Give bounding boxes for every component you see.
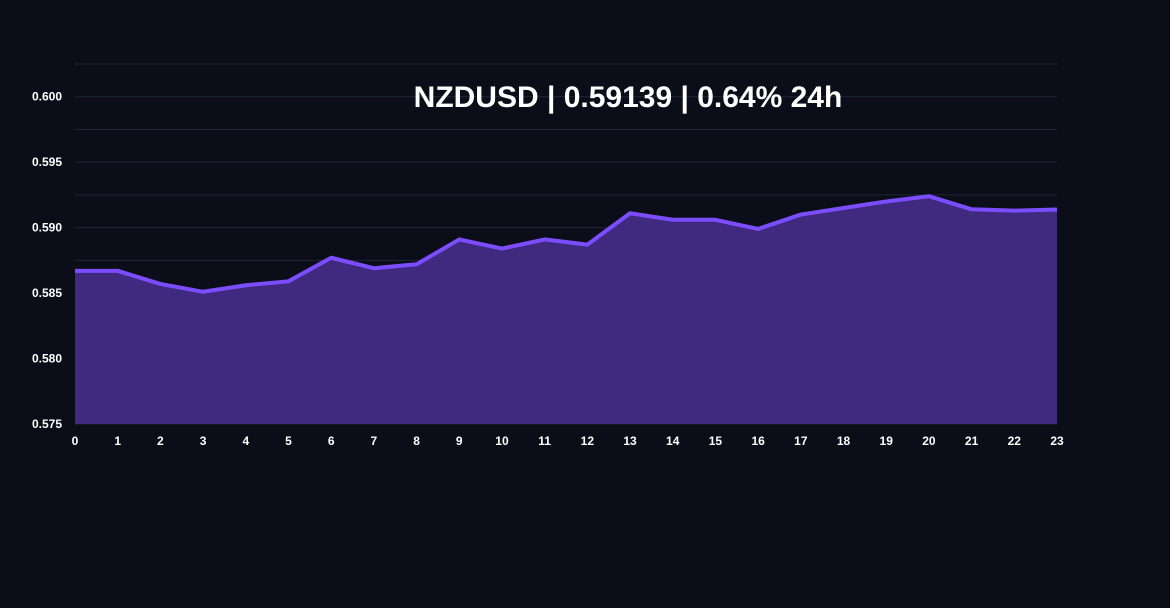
x-axis-ticks: 0 1 2 3 4 5 6 7 8 9 10 11 12 13 14 15 16 17 18 19 20 21 22 23 [72,434,1064,448]
x-tick-label: 17 [794,434,808,448]
x-tick-label: 15 [709,434,723,448]
x-tick-label: 6 [328,434,335,448]
x-tick-label: 2 [157,434,164,448]
y-tick-label: 0.580 [32,352,62,366]
x-tick-label: 22 [1008,434,1022,448]
x-tick-label: 20 [922,434,936,448]
chart-title: NZDUSD | 0.59139 | 0.64% 24h [414,81,843,114]
x-tick-label: 16 [751,434,765,448]
x-tick-label: 19 [880,434,894,448]
x-tick-label: 18 [837,434,851,448]
x-tick-label: 0 [72,434,79,448]
y-tick-label: 0.585 [32,286,62,300]
x-tick-label: 14 [666,434,680,448]
x-tick-label: 1 [114,434,121,448]
x-tick-label: 11 [538,434,551,448]
y-tick-label: 0.575 [32,417,62,431]
data-points [74,196,1058,292]
x-tick-label: 21 [965,434,979,448]
y-tick-label: 0.600 [32,90,62,104]
price-line [75,194,1058,294]
x-tick-label: 23 [1050,434,1064,448]
x-tick-label: 13 [623,434,637,448]
x-tick-label: 4 [242,434,249,448]
x-tick-label: 5 [285,434,292,448]
x-tick-label: 9 [456,434,463,448]
x-tick-label: 12 [581,434,595,448]
x-tick-label: 10 [495,434,509,448]
y-tick-label: 0.590 [32,221,62,235]
x-tick-label: 8 [413,434,420,448]
area-fill [75,196,1057,424]
x-tick-label: 7 [371,434,378,448]
y-axis-ticks: 0.575 0.580 0.585 0.590 0.595 0.600 [32,90,62,431]
y-tick-label: 0.595 [32,155,62,169]
x-tick-label: 3 [200,434,207,448]
